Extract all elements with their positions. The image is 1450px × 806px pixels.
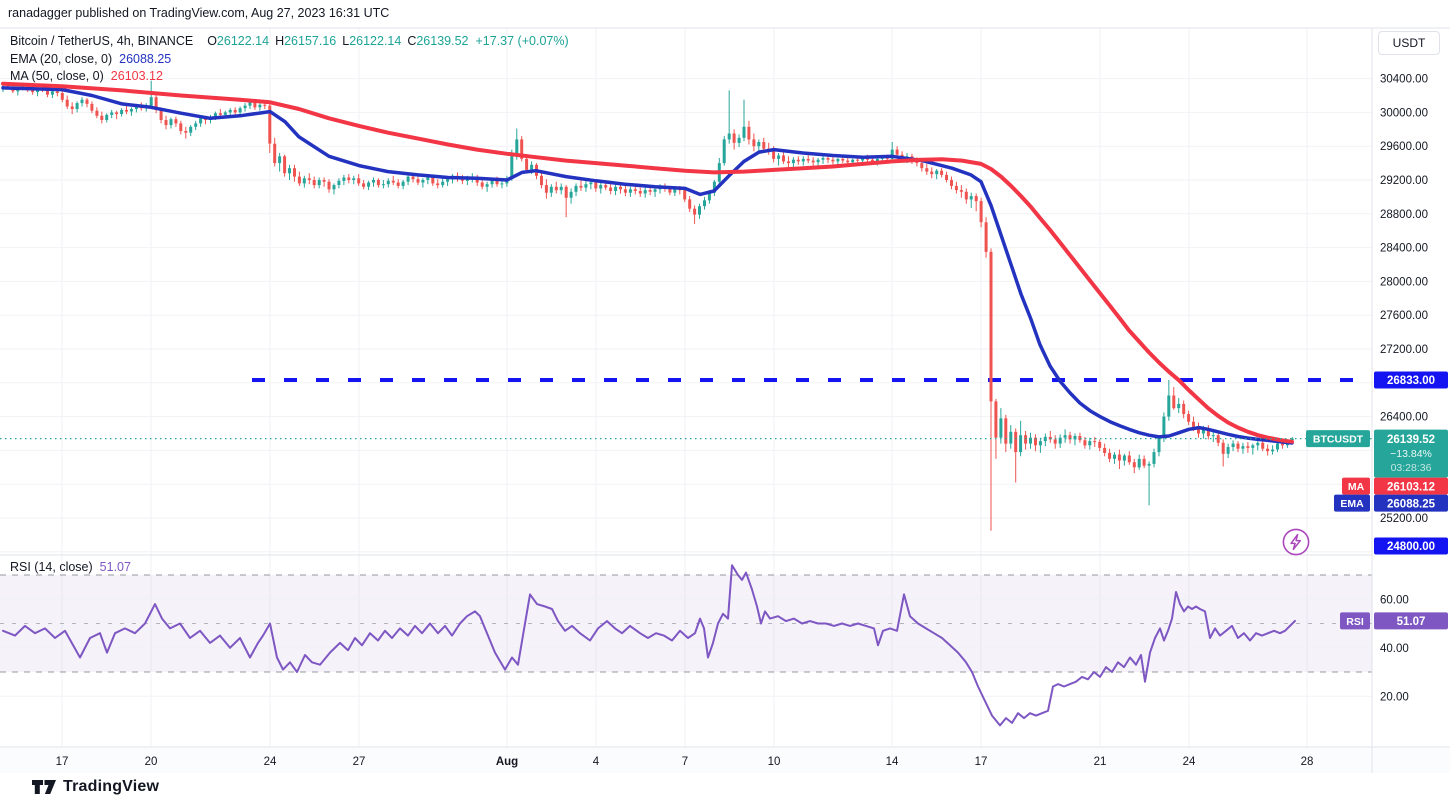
ema-value: 26088.25	[119, 51, 172, 66]
time-axis-label[interactable]: 10	[768, 756, 781, 768]
svg-text:26103.12: 26103.12	[1387, 481, 1435, 493]
svg-text:RSI: RSI	[1346, 616, 1364, 628]
axis-badges: 26833.00 24800.00 26139.52 −13.84% 03:28:36 B…	[1306, 371, 1448, 630]
svg-text:26139.52: 26139.52	[1387, 434, 1435, 446]
price-axis-label[interactable]: 30000.00	[1380, 107, 1428, 119]
low-value: 26122.14	[349, 34, 402, 48]
price-axis-label[interactable]: 29600.00	[1380, 141, 1428, 153]
rsi-axis-label[interactable]: 20.00	[1380, 691, 1409, 703]
time-axis-label[interactable]: Aug	[496, 756, 518, 768]
price-axis[interactable]: 30400.00 30000.00 29600.00 29200.00 28800.00…	[1380, 74, 1428, 704]
low-label: L	[342, 34, 350, 48]
time-axis-label[interactable]: 21	[1094, 756, 1107, 768]
time-axis-label[interactable]: 20	[145, 756, 158, 768]
rsi-axis-label[interactable]: 40.00	[1380, 643, 1409, 655]
change-value: +17.37 (+0.07%)	[475, 34, 569, 48]
chart-legend: Bitcoin / TetherUS, 4h, BINANCE O26122.14…	[10, 33, 569, 86]
time-axis-label[interactable]: 27	[353, 756, 366, 768]
rsi-label: RSI (14, close)	[10, 560, 93, 574]
price-axis-label[interactable]: 29200.00	[1380, 175, 1428, 187]
close-label: C	[407, 34, 417, 48]
price-axis-label[interactable]: 27600.00	[1380, 310, 1428, 322]
high-value: 26157.16	[284, 34, 337, 48]
tradingview-logo-text: TradingView	[63, 778, 160, 795]
price-axis-label[interactable]: 27200.00	[1380, 344, 1428, 356]
price-badge	[1374, 477, 1448, 495]
publish-attribution: ranadagger published on TradingView.com,…	[8, 6, 390, 20]
symbol-legend-row[interactable]: Bitcoin / TetherUS, 4h, BINANCE O26122.14…	[10, 33, 569, 51]
time-axis-label[interactable]: 7	[682, 756, 688, 768]
currency-unit-button[interactable]: USDT	[1378, 31, 1440, 55]
ema-label: EMA (20, close, 0)	[10, 51, 113, 66]
ma-value: 26103.12	[110, 69, 163, 83]
flash-boost-icon[interactable]	[1281, 527, 1311, 557]
ma-line	[1, 81, 1294, 444]
svg-text:51.07: 51.07	[1397, 616, 1426, 628]
series-tag	[1342, 477, 1370, 495]
time-axis-label[interactable]: 17	[975, 756, 988, 768]
high-label: H	[275, 34, 285, 48]
series-tag	[1340, 612, 1370, 630]
last-price-badge	[1374, 429, 1448, 478]
footer-brand[interactable]: TradingView	[32, 778, 159, 796]
ohlc-readout: O26122.14 H26157.16 L26122.14 C26139.52 +17.…	[201, 34, 568, 48]
series-tag	[1334, 494, 1370, 512]
series-tag	[1306, 430, 1370, 448]
symbol-title[interactable]: Bitcoin / TetherUS, 4h, BINANCE	[10, 34, 194, 48]
svg-text:26088.25: 26088.25	[1387, 498, 1436, 510]
price-axis-label[interactable]: 28800.00	[1380, 209, 1428, 221]
rsi-value: 51.07	[99, 560, 131, 574]
svg-text:−13.84%: −13.84%	[1390, 448, 1432, 460]
price-axis-label[interactable]: 25200.00	[1380, 513, 1428, 525]
time-axis-label[interactable]: 4	[593, 756, 600, 768]
time-axis-label[interactable]: 17	[56, 756, 69, 768]
pane-borders	[0, 27, 1450, 773]
close-value: 26139.52	[416, 34, 469, 48]
candlestick-series	[1, 78, 1294, 531]
open-label: O	[207, 34, 217, 48]
price-badge	[1374, 494, 1448, 512]
price-axis-label[interactable]: 28400.00	[1380, 243, 1428, 255]
svg-text:24800.00: 24800.00	[1387, 541, 1435, 553]
svg-text:03:28:36: 03:28:36	[1391, 462, 1432, 474]
ma-label: MA (50, close, 0)	[10, 69, 104, 83]
rsi-legend-row[interactable]: RSI (14, close) 51.07	[10, 560, 131, 574]
svg-text:EMA: EMA	[1340, 498, 1364, 510]
price-axis-label[interactable]: 26400.00	[1380, 412, 1428, 424]
time-axis-label[interactable]: 14	[886, 756, 899, 768]
price-axis-label[interactable]: 30400.00	[1380, 74, 1428, 86]
price-badge	[1374, 537, 1448, 555]
ema-line	[1, 86, 1294, 445]
price-axis-label[interactable]: 28000.00	[1380, 276, 1428, 288]
svg-text:MA: MA	[1348, 481, 1365, 493]
time-axis-label[interactable]: 28	[1301, 756, 1314, 768]
price-badge	[1374, 612, 1448, 630]
rsi-axis-label[interactable]: 60.00	[1380, 594, 1409, 606]
svg-text:BTCUSDT: BTCUSDT	[1313, 434, 1364, 446]
time-axis-label[interactable]: 24	[1183, 756, 1196, 768]
svg-text:26833.00: 26833.00	[1387, 375, 1435, 387]
time-axis-label[interactable]: 24	[264, 756, 277, 768]
tradingview-logo-icon	[32, 780, 56, 794]
ma-legend-row[interactable]: MA (50, close, 0) 26103.12	[10, 68, 569, 86]
rsi-pane	[0, 564, 1372, 727]
price-badge	[1374, 371, 1448, 389]
open-value: 26122.14	[216, 34, 270, 48]
ema-legend-row[interactable]: EMA (20, close, 0) 26088.25	[10, 51, 569, 69]
time-axis[interactable]: 17 20 24 27 Aug 4 7 10 14 17 21 24 28	[56, 756, 1314, 768]
lightning-bolt-icon	[1282, 528, 1310, 556]
